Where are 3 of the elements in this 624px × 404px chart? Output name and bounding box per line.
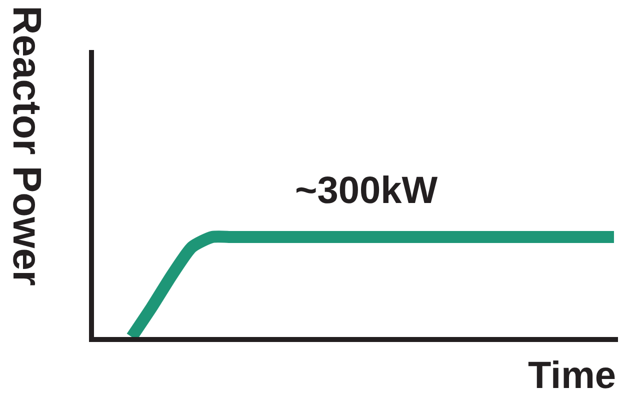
- y-axis-title: Reactor Power: [4, 6, 48, 286]
- x-axis-title: Time: [528, 355, 616, 397]
- text: ~300kW: [295, 170, 438, 212]
